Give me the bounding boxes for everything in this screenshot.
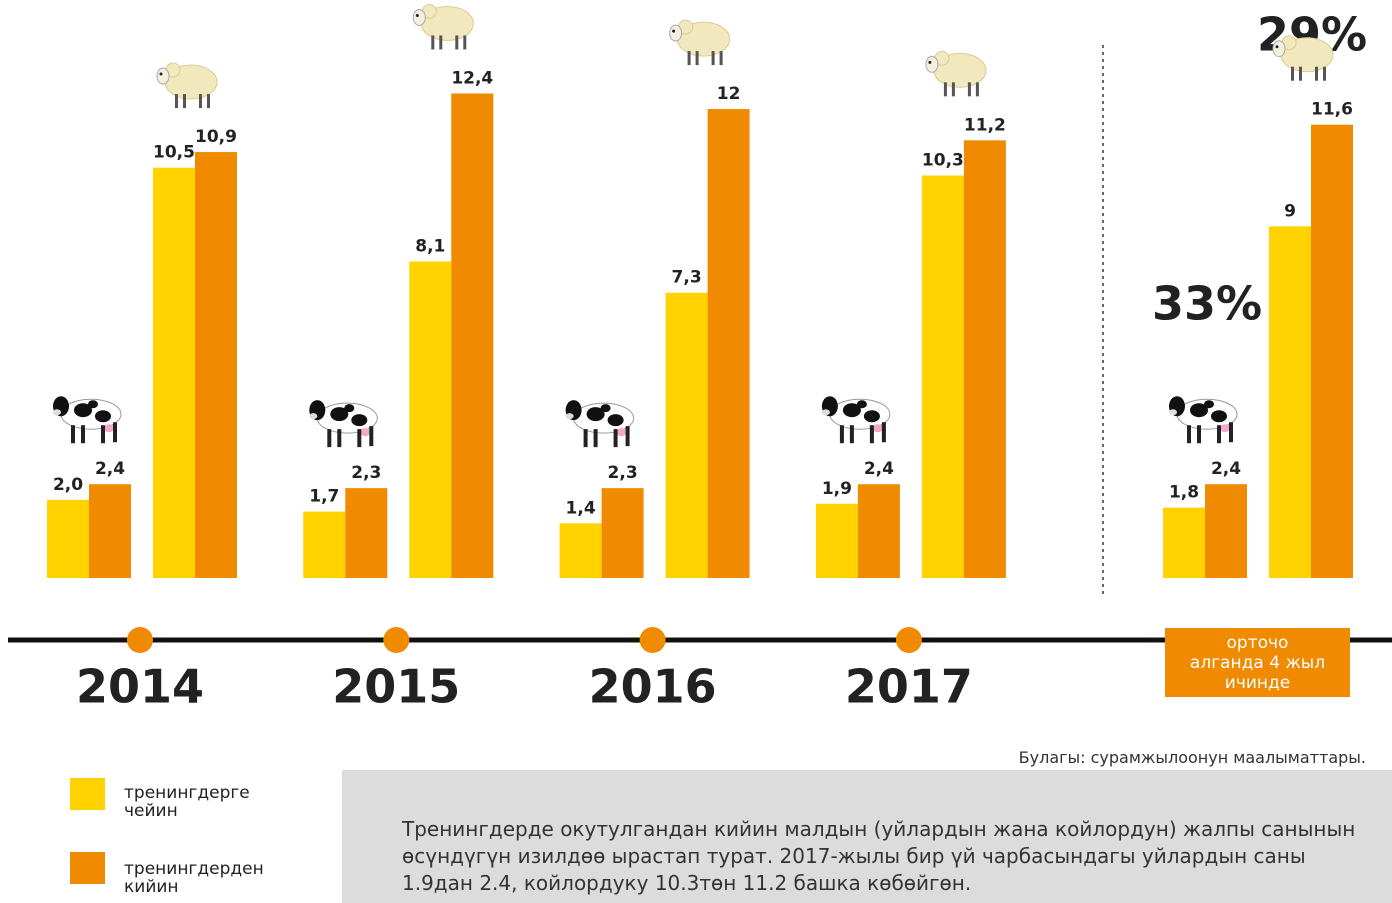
bar bbox=[922, 176, 964, 578]
bar bbox=[89, 484, 131, 578]
legend-swatch bbox=[70, 778, 105, 810]
value-label: 8,1 bbox=[415, 236, 445, 256]
bar bbox=[47, 500, 89, 578]
value-label: 2,0 bbox=[53, 475, 83, 495]
page: {"chart_data": {"type": "bar", "categori… bbox=[0, 0, 1392, 903]
timeline-dot bbox=[896, 627, 922, 653]
bar bbox=[1163, 508, 1205, 578]
category-label: орточо алганда 4 жыл ичинде bbox=[1165, 628, 1350, 697]
bar bbox=[195, 152, 237, 578]
value-label: 2,3 bbox=[608, 463, 638, 483]
value-label: 7,3 bbox=[672, 268, 702, 288]
timeline-dot bbox=[383, 627, 409, 653]
value-label: 10,9 bbox=[195, 127, 237, 147]
value-label: 10,5 bbox=[153, 143, 195, 163]
bar bbox=[303, 512, 345, 578]
value-label: 2,4 bbox=[95, 459, 125, 479]
sheep-icon bbox=[670, 20, 730, 65]
bar bbox=[858, 484, 900, 578]
legend-swatch bbox=[70, 852, 105, 884]
value-label: 1,9 bbox=[822, 479, 852, 499]
bar bbox=[409, 261, 451, 578]
category-label: 2016 bbox=[589, 660, 717, 714]
bar bbox=[451, 93, 493, 578]
sheep-icon bbox=[413, 4, 473, 49]
cow-icon bbox=[1169, 396, 1237, 443]
cow-icon bbox=[566, 400, 634, 447]
cow-icon bbox=[309, 400, 377, 447]
sheep-icon bbox=[1273, 36, 1333, 81]
legend-label: тренингдерден кийин bbox=[124, 860, 304, 896]
bar bbox=[345, 488, 387, 578]
value-label: 2,4 bbox=[864, 459, 894, 479]
timeline-dot bbox=[640, 627, 666, 653]
cow-icon bbox=[822, 396, 890, 443]
category-label: 2017 bbox=[845, 660, 973, 714]
description: Тренингдерде окутулгандан кийин малдын (… bbox=[402, 816, 1362, 897]
value-label: 9 bbox=[1284, 201, 1296, 221]
value-label: 2,3 bbox=[351, 463, 381, 483]
bar bbox=[708, 109, 750, 578]
category-label: 2014 bbox=[76, 660, 204, 714]
bar bbox=[560, 523, 602, 578]
description-box: Тренингдерде окутулгандан кийин малдын (… bbox=[342, 770, 1392, 903]
sheep-icon bbox=[157, 63, 217, 108]
category-label: 2015 bbox=[332, 660, 460, 714]
value-label: 1,8 bbox=[1169, 483, 1199, 503]
value-label: 11,6 bbox=[1311, 100, 1353, 120]
value-label: 12,4 bbox=[451, 68, 493, 88]
bar bbox=[964, 140, 1006, 578]
bar bbox=[816, 504, 858, 578]
value-label: 1,4 bbox=[566, 498, 596, 518]
bar bbox=[1269, 226, 1311, 578]
timeline-dot bbox=[127, 627, 153, 653]
sheep-icon bbox=[926, 51, 986, 96]
bar bbox=[1311, 125, 1353, 578]
value-label: 2,4 bbox=[1211, 459, 1241, 479]
bar bbox=[153, 168, 195, 578]
source: Булагы: сурамжылоонун маалыматтары. bbox=[1019, 748, 1366, 767]
legend-label: тренингдерге чейин bbox=[124, 784, 304, 820]
value-label: 11,2 bbox=[964, 115, 1006, 135]
annotation: 33% bbox=[1152, 277, 1262, 331]
bar bbox=[1205, 484, 1247, 578]
value-label: 12 bbox=[717, 84, 741, 104]
bar bbox=[602, 488, 644, 578]
cow-icon bbox=[53, 396, 121, 443]
bar bbox=[666, 293, 708, 578]
value-label: 1,7 bbox=[309, 487, 339, 507]
value-label: 10,3 bbox=[922, 151, 964, 171]
